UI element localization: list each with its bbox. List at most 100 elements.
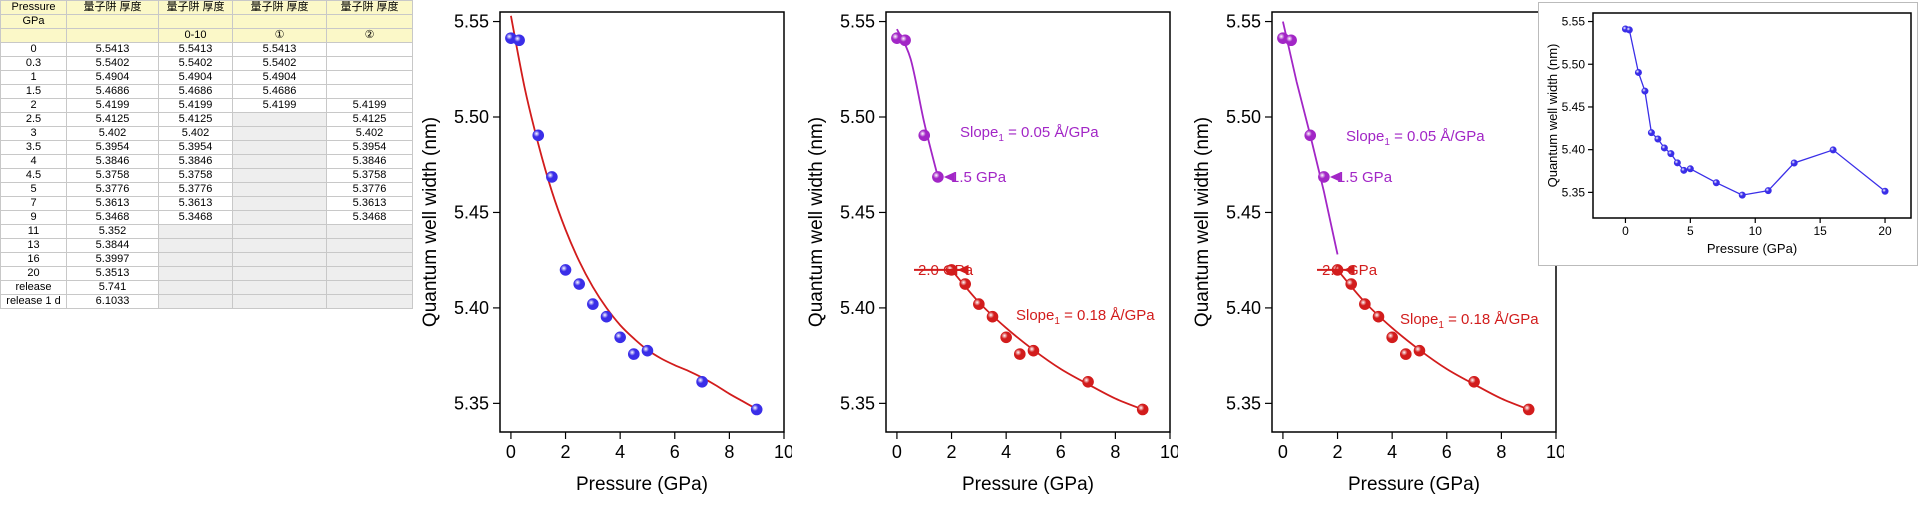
data-cell-1[interactable]: 5.4686 [66,84,159,99]
data-cell-0[interactable]: 3 [0,126,67,141]
data-cell-0[interactable]: 13 [0,238,67,253]
data-cell-2[interactable]: 5.3468 [158,210,233,225]
data-cell-3[interactable]: 5.4904 [232,70,327,85]
header3-cell-0[interactable] [0,28,67,43]
header3-cell-2[interactable]: 0-10 [158,28,233,43]
data-cell-4[interactable] [326,252,413,267]
data-cell-0[interactable]: 4.5 [0,168,67,183]
data-cell-1[interactable]: 5.741 [66,280,159,295]
header3-cell-4[interactable]: ② [326,28,413,43]
data-cell-2[interactable]: 5.3954 [158,140,233,155]
data-cell-0[interactable]: 2 [0,98,67,113]
data-cell-1[interactable]: 6.1033 [66,294,159,309]
data-cell-4[interactable] [326,294,413,309]
data-cell-3[interactable] [232,210,327,225]
data-cell-2[interactable] [158,266,233,281]
data-cell-1[interactable]: 5.3776 [66,182,159,197]
data-cell-4[interactable] [326,266,413,281]
data-cell-1[interactable]: 5.4125 [66,112,159,127]
data-cell-4[interactable]: 5.402 [326,126,413,141]
data-cell-3[interactable]: 5.5402 [232,56,327,71]
data-cell-0[interactable]: release 1 d [0,294,67,309]
data-cell-2[interactable]: 5.402 [158,126,233,141]
data-cell-3[interactable] [232,182,327,197]
data-cell-0[interactable]: 20 [0,266,67,281]
header3-cell-3[interactable]: ① [232,28,327,43]
data-cell-2[interactable] [158,294,233,309]
data-cell-3[interactable]: 5.4686 [232,84,327,99]
data-cell-0[interactable]: 2.5 [0,112,67,127]
data-cell-3[interactable] [232,238,327,253]
data-cell-1[interactable]: 5.5402 [66,56,159,71]
header1-cell-1[interactable]: 量子阱 厚度 [66,0,159,15]
header2-cell-3[interactable] [232,14,327,29]
data-cell-1[interactable]: 5.3513 [66,266,159,281]
data-cell-3[interactable] [232,294,327,309]
data-cell-2[interactable]: 5.4904 [158,70,233,85]
data-cell-0[interactable]: 0 [0,42,67,57]
data-cell-1[interactable]: 5.4904 [66,70,159,85]
data-cell-4[interactable] [326,42,413,57]
data-cell-0[interactable]: 1.5 [0,84,67,99]
data-cell-3[interactable] [232,196,327,211]
data-cell-4[interactable] [326,224,413,239]
data-cell-2[interactable]: 5.4125 [158,112,233,127]
data-cell-3[interactable] [232,280,327,295]
data-cell-2[interactable]: 5.4686 [158,84,233,99]
header1-cell-2[interactable]: 量子阱 厚度 [158,0,233,15]
header1-cell-3[interactable]: 量子阱 厚度 [232,0,327,15]
data-cell-2[interactable]: 5.3758 [158,168,233,183]
data-cell-3[interactable] [232,224,327,239]
data-cell-4[interactable]: 5.3758 [326,168,413,183]
data-cell-0[interactable]: 0.3 [0,56,67,71]
data-cell-2[interactable] [158,224,233,239]
data-cell-1[interactable]: 5.3613 [66,196,159,211]
data-cell-2[interactable] [158,280,233,295]
data-cell-4[interactable]: 5.3776 [326,182,413,197]
data-cell-0[interactable]: 9 [0,210,67,225]
data-cell-2[interactable] [158,238,233,253]
data-cell-1[interactable]: 5.5413 [66,42,159,57]
header2-cell-1[interactable] [66,14,159,29]
data-cell-3[interactable] [232,168,327,183]
data-cell-4[interactable]: 5.4125 [326,112,413,127]
data-cell-4[interactable]: 5.4199 [326,98,413,113]
data-cell-2[interactable]: 5.5402 [158,56,233,71]
data-cell-0[interactable]: 1 [0,70,67,85]
data-cell-0[interactable]: 7 [0,196,67,211]
data-cell-2[interactable]: 5.3846 [158,154,233,169]
data-cell-4[interactable]: 5.3954 [326,140,413,155]
header1-cell-4[interactable]: 量子阱 厚度 [326,0,413,15]
data-cell-1[interactable]: 5.402 [66,126,159,141]
data-cell-1[interactable]: 5.3997 [66,252,159,267]
header2-cell-0[interactable]: GPa [0,14,67,29]
data-cell-1[interactable]: 5.3846 [66,154,159,169]
data-cell-1[interactable]: 5.352 [66,224,159,239]
data-cell-1[interactable]: 5.3468 [66,210,159,225]
data-cell-3[interactable] [232,266,327,281]
header3-cell-1[interactable] [66,28,159,43]
header2-cell-4[interactable] [326,14,413,29]
data-cell-4[interactable] [326,56,413,71]
data-cell-0[interactable]: 5 [0,182,67,197]
data-cell-1[interactable]: 5.3758 [66,168,159,183]
data-cell-3[interactable]: 5.4199 [232,98,327,113]
data-cell-0[interactable]: 4 [0,154,67,169]
data-cell-2[interactable]: 5.3776 [158,182,233,197]
data-cell-3[interactable] [232,154,327,169]
header1-cell-0[interactable]: Pressure [0,0,67,15]
data-cell-2[interactable]: 5.4199 [158,98,233,113]
data-cell-3[interactable] [232,112,327,127]
data-cell-1[interactable]: 5.4199 [66,98,159,113]
data-cell-2[interactable] [158,252,233,267]
data-cell-4[interactable]: 5.3468 [326,210,413,225]
data-cell-0[interactable]: 11 [0,224,67,239]
data-cell-4[interactable] [326,84,413,99]
data-cell-4[interactable] [326,238,413,253]
data-cell-0[interactable]: release [0,280,67,295]
data-cell-0[interactable]: 3.5 [0,140,67,155]
data-cell-2[interactable]: 5.5413 [158,42,233,57]
data-cell-4[interactable]: 5.3613 [326,196,413,211]
data-cell-0[interactable]: 16 [0,252,67,267]
data-cell-4[interactable]: 5.3846 [326,154,413,169]
